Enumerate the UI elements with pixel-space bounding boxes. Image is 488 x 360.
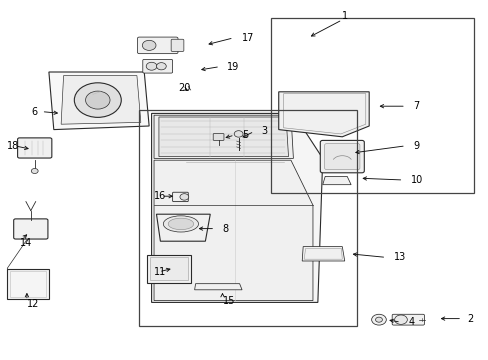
Polygon shape (322, 176, 350, 185)
Text: 2: 2 (466, 314, 472, 324)
Text: 14: 14 (20, 238, 32, 248)
FancyBboxPatch shape (324, 144, 359, 170)
Polygon shape (159, 117, 288, 157)
Circle shape (180, 194, 188, 200)
Polygon shape (154, 115, 293, 158)
FancyBboxPatch shape (14, 219, 48, 239)
FancyBboxPatch shape (7, 269, 49, 299)
Text: 10: 10 (410, 175, 422, 185)
Polygon shape (151, 113, 322, 302)
Circle shape (394, 315, 407, 324)
Circle shape (31, 168, 38, 174)
Text: 9: 9 (412, 141, 419, 151)
Text: 18: 18 (7, 141, 20, 151)
Text: 20: 20 (178, 83, 190, 93)
FancyBboxPatch shape (213, 134, 224, 140)
FancyBboxPatch shape (320, 140, 364, 173)
Text: 3: 3 (261, 126, 267, 136)
FancyBboxPatch shape (137, 37, 178, 54)
Polygon shape (156, 214, 210, 241)
Circle shape (85, 91, 110, 109)
Polygon shape (278, 92, 368, 137)
Text: 11: 11 (154, 267, 166, 277)
Ellipse shape (168, 218, 193, 230)
FancyBboxPatch shape (171, 39, 183, 51)
FancyBboxPatch shape (172, 192, 188, 202)
Text: 12: 12 (27, 299, 39, 309)
Bar (271, 18, 473, 193)
Polygon shape (154, 160, 312, 301)
FancyBboxPatch shape (142, 59, 172, 73)
Text: 5: 5 (242, 130, 248, 140)
Text: 8: 8 (222, 224, 228, 234)
FancyBboxPatch shape (146, 255, 190, 283)
Text: 15: 15 (222, 296, 234, 306)
Circle shape (74, 83, 121, 117)
Circle shape (142, 40, 156, 50)
Text: 19: 19 (227, 62, 239, 72)
Text: 6: 6 (32, 107, 38, 117)
Circle shape (146, 62, 157, 70)
FancyBboxPatch shape (18, 138, 52, 158)
Bar (139, 110, 356, 326)
Circle shape (375, 317, 382, 322)
Circle shape (371, 314, 386, 325)
Text: 4: 4 (407, 317, 414, 327)
Polygon shape (194, 284, 242, 290)
Text: 17: 17 (242, 33, 254, 43)
FancyBboxPatch shape (391, 314, 424, 325)
Circle shape (156, 63, 166, 70)
Text: 7: 7 (412, 101, 419, 111)
Text: 16: 16 (154, 191, 166, 201)
Ellipse shape (163, 216, 198, 232)
Polygon shape (61, 76, 141, 124)
Polygon shape (49, 72, 149, 130)
Text: 1: 1 (342, 11, 348, 21)
Polygon shape (302, 247, 344, 261)
Text: 13: 13 (393, 252, 405, 262)
FancyBboxPatch shape (149, 257, 187, 280)
Circle shape (234, 131, 243, 137)
